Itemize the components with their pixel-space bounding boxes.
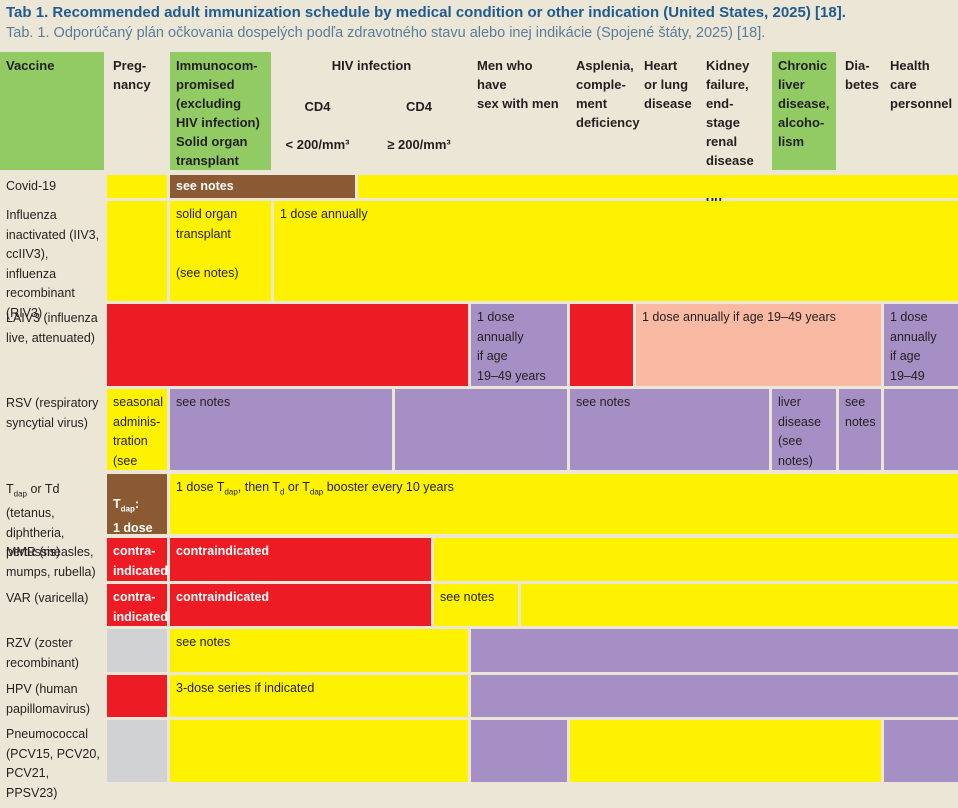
cell-hpv-others (471, 675, 958, 717)
cell-laiv-contraindicated-b (570, 304, 633, 386)
table-subtitle: Tab. 1. Odporúčaný plán očkovania dospel… (6, 25, 766, 41)
cell-covid-pregnancy (107, 175, 167, 198)
cell-rzv-pregnancy (107, 629, 167, 672)
cell-laiv-age: 1 dose annually if age 19–49 years (636, 304, 881, 386)
cell-covid-others (358, 175, 958, 198)
tdap-text-a: 1 dose T (176, 480, 225, 494)
tdap-text-b: , then T (237, 480, 280, 494)
cell-pneumo-pregnancy (107, 720, 167, 782)
header-cd4-high-label: CD4 (405, 99, 432, 114)
tdap-text-d: booster every 10 years (323, 480, 454, 494)
cell-rzv-others (471, 629, 958, 672)
cell-pneumo-hcp (884, 720, 958, 782)
cell-tdap-booster: 1 dose Tdap, then Td or Tdap booster eve… (170, 474, 958, 534)
vaccine-rsv: RSV (respiratory syncytial virus) (6, 396, 99, 430)
cell-hpv-pregnancy (107, 675, 167, 717)
header-pregnancy: Preg- nancy (113, 58, 151, 92)
vaccine-tdap: Tdap or Td (tetanus, diphtheria, pertuss… (0, 475, 106, 568)
cell-pneumo-msm (471, 720, 567, 782)
header-asplenia: Asplenia, comple- ment deficiency (576, 58, 640, 130)
header-men-who-have-sex-with-men: Men who have sex with men (477, 58, 559, 111)
header-cd4-high-value: ≥ 200/mm³ (387, 137, 451, 152)
vaccine-pneumococcal: Pneumococcal (PCV15, PCV20, PCV21, PPSV2… (6, 727, 100, 800)
cell-rzv-immuno-hiv: see notes (170, 629, 468, 672)
vaccine-influenza: Influenza inactivated (IIV3, ccIIV3), in… (6, 208, 100, 320)
vaccine-var: VAR (varicella) (6, 591, 89, 605)
cell-flu-annual: 1 dose annually (274, 201, 958, 301)
cell-var-cd4-high: see notes (434, 584, 518, 626)
cell-covid-immuno-hiv: see notes (170, 175, 355, 198)
vaccine-tdap-t: T (6, 482, 14, 496)
cell-laiv-hcp: 1 dose annually if age 19–49 years (884, 304, 958, 402)
vaccine-tdap-lines: diphtheria, pertussis) (6, 525, 65, 560)
header-kidney: Kidney failure, end-stage renal disease … (706, 58, 754, 225)
cell-rsv-pregnancy: seasonal adminis- tration (see notes) (107, 389, 167, 487)
cell-tdap-preg-t: T (113, 497, 121, 511)
cell-rsv-diabetes: see notes (839, 389, 881, 470)
header-diabetes: Dia- betes (845, 58, 879, 92)
cell-var-pregnancy: contra- indicated (107, 584, 168, 626)
header-heart-lung: Heart or lung disease (644, 58, 692, 111)
header-immunocompromised: Immunocom- promised (excluding HIV infec… (170, 52, 271, 170)
vaccine-covid: Covid-19 (6, 179, 57, 193)
vaccine-mmr: MMR (measles, mumps, rubella) (6, 545, 96, 579)
vaccine-laiv: LAIV3 (influenza live, attenuated) (6, 311, 98, 345)
cell-rsv-immuno: see notes (170, 389, 392, 470)
vaccine-rzv: RZV (zoster recombinant) (6, 636, 79, 670)
vaccine-tdap-rest: or Td (tetanus, (6, 482, 60, 520)
cell-flu-pregnancy (107, 201, 167, 301)
cell-laiv-contraindicated-a (107, 304, 468, 386)
cell-tdap-preg-colon: : (134, 497, 140, 511)
cell-mmr-pregnancy: contra- indicated (107, 538, 168, 581)
header-cd4-low-value: < 200/mm³ (285, 137, 350, 152)
vaccine-tdap-sub: dap (13, 489, 27, 499)
tdap-text-sub2: d (279, 487, 285, 497)
cell-pneumo-conditions (570, 720, 881, 782)
cell-var-contraindicated: contraindicated (170, 584, 431, 626)
header-health-care-personnel: Health care personnel (890, 58, 953, 111)
cell-var-recommended (521, 584, 958, 626)
table-title: Tab 1. Recommended adult immunization sc… (6, 4, 846, 21)
cell-rsv-liver: liver disease (see notes) (772, 389, 836, 470)
cell-laiv-msm: 1 dose annually if age 19–49 years (471, 304, 567, 386)
cell-tdap-preg-sub: dap (120, 504, 135, 514)
header-cd4-high: CD4 ≥ 200/mm³ (370, 74, 468, 152)
vaccine-hpv: HPV (human papillomavirus) (6, 682, 91, 716)
cell-mmr-recommended (434, 538, 958, 581)
header-cd4-low: CD4 < 200/mm³ (274, 74, 361, 152)
header-vaccine: Vaccine (0, 52, 104, 170)
cell-pneumo-immuno-hiv (170, 720, 468, 782)
cell-tdap-pregnancy: Tdap: 1 dose each pregnancy (107, 474, 176, 571)
cell-flu-immuno: solid organ transplant (see notes) (170, 201, 271, 301)
tdap-text-c: or T (284, 480, 310, 494)
cell-rsv-hcp (884, 389, 958, 470)
header-hiv-infection: HIV infection (331, 58, 412, 73)
cell-rsv-hiv-msm (395, 389, 567, 470)
header-cd4-low-label: CD4 (304, 99, 331, 114)
tdap-text-sub3: dap (309, 487, 324, 497)
cell-mmr-contraindicated: contraindicated (170, 538, 431, 581)
header-liver-disease: Chronic liver disease, alcoho- lism (772, 52, 836, 170)
tdap-text-sub1: dap (224, 487, 238, 497)
cell-rsv-asplenia-kidney: see notes (570, 389, 769, 470)
cell-hpv-series: 3-dose series if indicated (170, 675, 468, 717)
